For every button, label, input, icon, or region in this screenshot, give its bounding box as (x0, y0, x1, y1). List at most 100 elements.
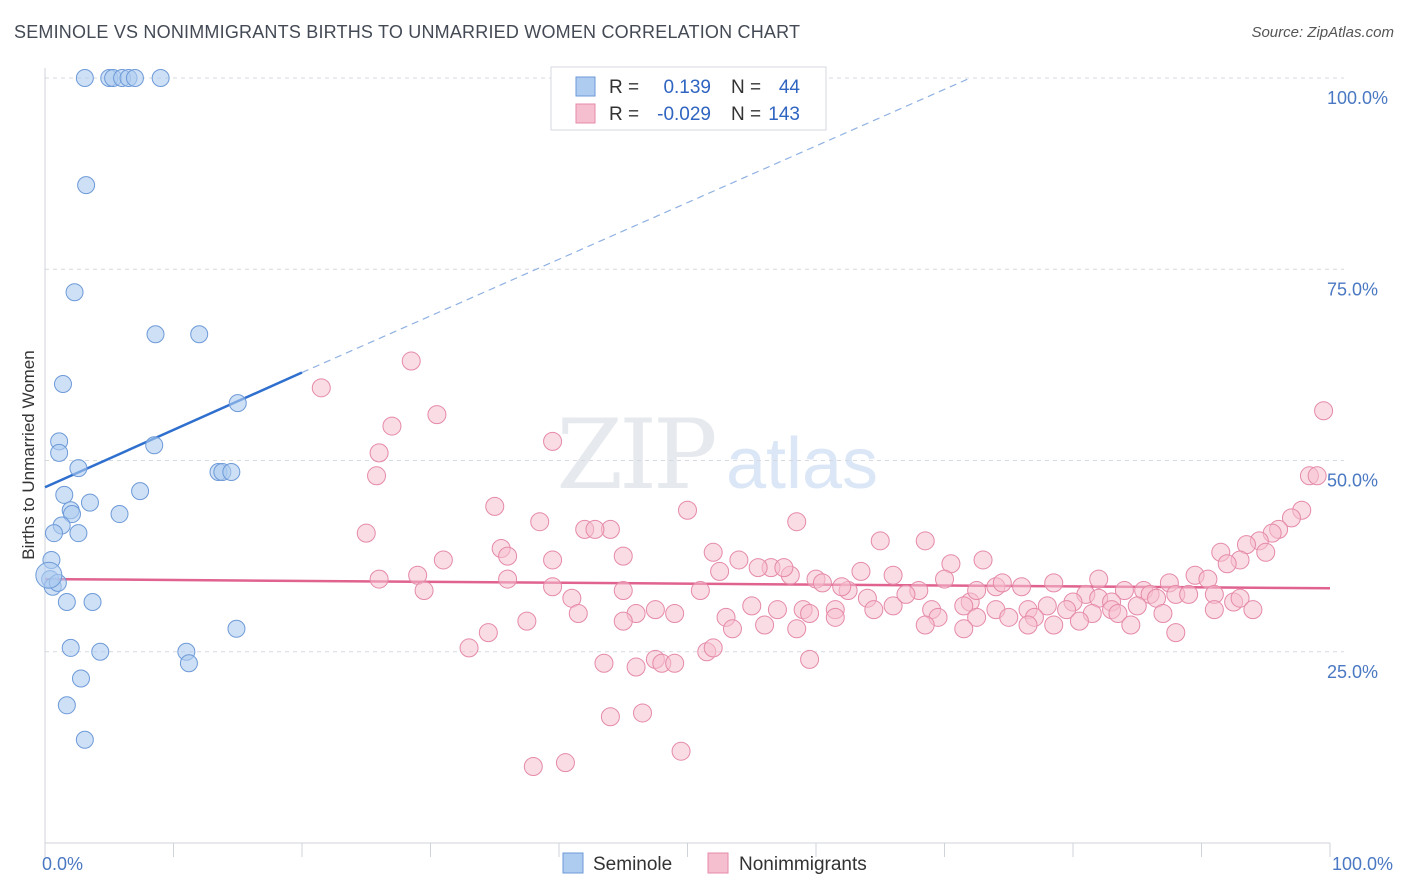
nonimmigrants-point-132 (671, 741, 691, 761)
nonimmigrants-point-137 (832, 577, 852, 597)
nonimmigrants-point-50 (935, 569, 954, 589)
y-tick-label-25: 25.0% (1327, 662, 1378, 682)
seminole-point-36 (61, 638, 80, 657)
nonimmigrants-point-94 (1057, 600, 1077, 620)
nonimmigrants-point-13 (787, 512, 807, 532)
y-tick-label-50: 50.0% (1327, 471, 1378, 491)
nonimmigrants-point-104 (999, 607, 1019, 627)
seminole-point-23 (80, 493, 99, 512)
nonimmigrants-point-47 (851, 561, 871, 581)
seminole-point-34 (83, 593, 102, 612)
nonimmigrants-point-108 (1153, 604, 1173, 623)
nonimmigrants-point-128 (665, 653, 685, 673)
nonimmigrants-point-138 (1127, 596, 1147, 616)
seminole-point-6 (151, 69, 170, 87)
nonimmigrants-point-106 (1069, 611, 1089, 631)
nonimmigrants-point-67 (1179, 584, 1199, 604)
legend-n-label-2: N = (731, 104, 761, 125)
nonimmigrants-point-82 (645, 600, 665, 620)
tick-label-layer: 25.0% 50.0% 75.0% 100.0% 0.0% 100.0% (42, 88, 1393, 874)
nonimmigrants-point-51 (1044, 573, 1064, 593)
nonimmigrants-point-35 (543, 550, 563, 570)
x-tick-label-100: 100.0% (1332, 854, 1393, 874)
nonimmigrants-point-56 (613, 581, 633, 601)
nonimmigrants-point-88 (864, 600, 884, 620)
bottom-legend-label-seminole: Seminole (593, 854, 672, 875)
nonimmigrants-point-57 (690, 581, 710, 601)
seminole-point-7 (77, 176, 96, 195)
nonimmigrants-point-136 (812, 573, 832, 593)
seminole-point-25 (110, 505, 129, 524)
nonimmigrants-point-72 (896, 584, 916, 604)
seminole-point-19 (222, 462, 241, 481)
seminole-points (35, 69, 247, 749)
nonimmigrants-point-10 (485, 496, 505, 516)
nonimmigrants-point-120 (1166, 623, 1186, 643)
seminole-trend-line (44, 371, 303, 489)
nonimmigrants-point-84 (767, 600, 787, 620)
axis-layer (44, 68, 1331, 857)
nonimmigrants-point-80 (568, 604, 588, 623)
nonimmigrants-point-49 (883, 565, 903, 585)
grid-layer (45, 77, 1344, 653)
seminole-point-27 (44, 524, 63, 543)
seminole-point-11 (53, 375, 72, 393)
nonimmigrants-point-2 (427, 405, 447, 425)
nonimmigrants-point-3 (382, 416, 402, 436)
nonimmigrants-point-42 (369, 569, 389, 589)
nonimmigrants-point-48 (774, 558, 794, 578)
nonimmigrants-point-61 (1012, 577, 1032, 597)
nonimmigrants-point-110 (1243, 600, 1263, 620)
seminole-point-15 (145, 436, 164, 455)
seminole-point-40 (71, 669, 90, 688)
nonimmigrants-point-83 (742, 596, 762, 616)
seminole-trend-extension (301, 77, 971, 374)
bottom-legend-swatch-nonimmigrants (707, 852, 729, 874)
nonimmigrants-point-71 (883, 596, 903, 616)
watermark-zip: ZIP (556, 399, 715, 511)
legend-swatch-nonimmigrants (575, 103, 596, 124)
nonimmigrants-point-125 (626, 657, 646, 677)
nonimmigrants-point-121 (459, 638, 479, 658)
nonimmigrants-point-24 (1256, 542, 1276, 562)
nonimmigrants-point-9 (1307, 466, 1327, 486)
nonimmigrants-point-4 (543, 431, 563, 451)
nonimmigrants-point-6 (367, 466, 387, 486)
nonimmigrants-point-26 (915, 531, 935, 551)
nonimmigrants-point-0 (401, 351, 421, 371)
seminole-point-9 (146, 325, 165, 344)
seminole-point-10 (190, 325, 209, 344)
legend-r-label-1: R = (609, 77, 639, 98)
nonimmigrants-point-141 (967, 581, 987, 601)
nonimmigrants-point-119 (1121, 615, 1141, 635)
nonimmigrants-point-63 (1114, 581, 1134, 601)
seminole-point-41 (57, 696, 76, 715)
seminole-point-24 (62, 505, 81, 524)
nonimmigrants-point-115 (915, 615, 935, 635)
nonimmigrants-point-11 (678, 500, 697, 520)
nonimmigrants-point-79 (1230, 588, 1250, 608)
nonimmigrants-point-124 (594, 653, 614, 673)
nonimmigrants-point-109 (1204, 600, 1224, 620)
nonimmigrants-point-25 (870, 531, 890, 551)
bottom-legend-swatch-seminole (562, 852, 584, 874)
legend-n-label-1: N = (731, 77, 761, 98)
nonimmigrants-point-55 (543, 577, 563, 597)
legend-r-label-2: R = (609, 104, 639, 125)
nonimmigrants-point-112 (722, 619, 742, 639)
nonimmigrants-point-93 (1037, 596, 1057, 616)
nonimmigrants-point-86 (800, 604, 820, 623)
y-tick-label-100: 100.0% (1327, 88, 1388, 108)
legend-r-value-2: -0.029 (657, 104, 711, 125)
nonimmigrants-point-135 (748, 558, 768, 578)
nonimmigrants-point-99 (665, 604, 685, 623)
nonimmigrants-point-90 (954, 596, 974, 616)
nonimmigrants-point-117 (1018, 615, 1038, 635)
x-tick-label-0: 0.0% (42, 854, 83, 874)
legend-r-value-1: 0.139 (663, 77, 711, 98)
nonimmigrants-point-38 (973, 550, 993, 570)
seminole-point-42 (75, 730, 94, 749)
nonimmigrants-point-107 (1108, 604, 1128, 623)
nonimmigrants-point-114 (787, 619, 807, 639)
